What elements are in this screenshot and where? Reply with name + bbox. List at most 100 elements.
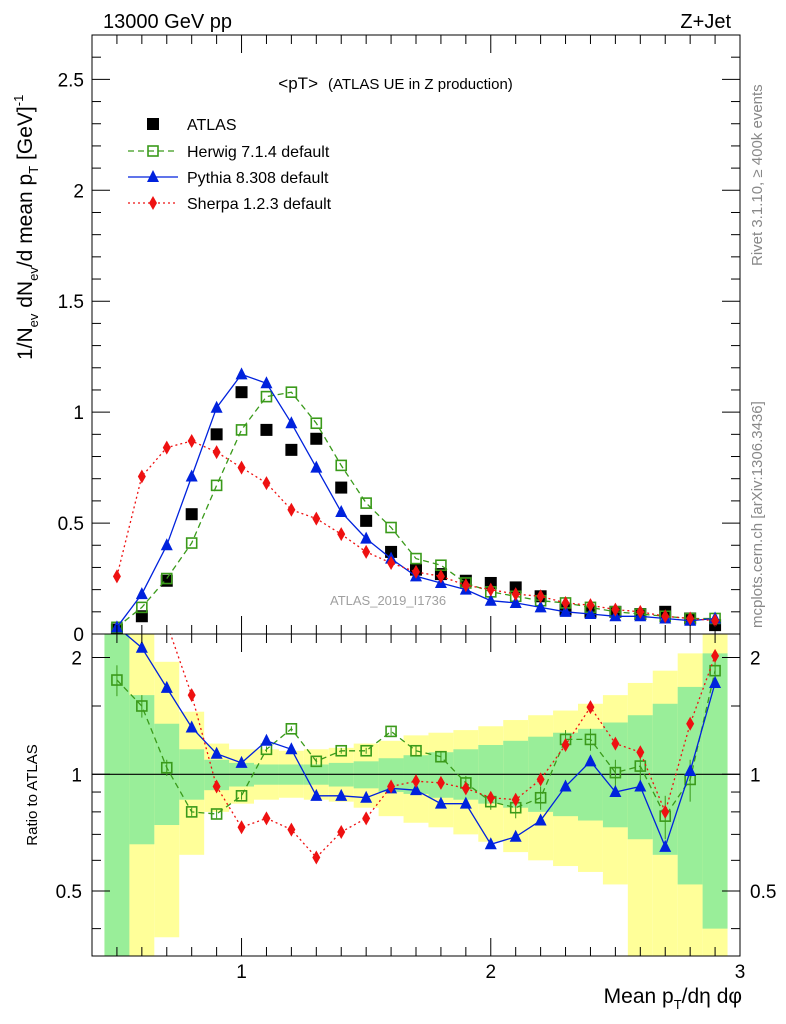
ratio-point-pythia	[335, 788, 348, 801]
energy-label: 13000 GeV pp	[103, 11, 232, 33]
ratio-point-herwig	[210, 808, 223, 820]
data-point-sherpa	[611, 602, 620, 617]
y-tick-label: 2.5	[58, 70, 84, 91]
legend-label-herwig: Herwig 7.1.4 default	[187, 144, 330, 161]
y-tick-label: 1	[73, 403, 84, 424]
y-tick-label: 1.5	[58, 292, 84, 313]
ratio-point-pythia	[684, 763, 697, 776]
ratio-point-pythia	[434, 796, 447, 809]
ratio-point-sherpa	[212, 779, 221, 794]
data-point-sherpa	[561, 595, 570, 610]
data-point-pythia	[210, 400, 223, 413]
ratio-point-herwig	[136, 700, 148, 712]
data-point-herwig	[310, 417, 323, 430]
ratio-point-pythia	[360, 790, 373, 803]
ratio-y-tick-label-right: 0.5	[750, 882, 776, 903]
watermark: ATLAS_2019_I1736	[330, 593, 446, 608]
data-point-pythia	[360, 531, 373, 544]
process-label: Z+Jet	[680, 11, 731, 33]
ratio-series-layer	[111, 634, 722, 865]
data-point-sherpa	[486, 582, 495, 597]
ratio-point-pythia	[285, 742, 298, 755]
ratio-panel: 0.5 0.5 1 1 2 2 1 2 3 Ratio to ATLAS Mean pT/dη …	[24, 633, 776, 1012]
legend-label-pythia: Pythia 8.308 default	[187, 170, 329, 187]
data-point-sherpa	[237, 460, 246, 475]
data-point-sherpa	[586, 598, 595, 613]
ratio-xlabel: Mean pT/dη dφ	[604, 985, 742, 1012]
ratio-point-sherpa	[387, 779, 396, 794]
data-point-sherpa	[436, 569, 445, 584]
y-tick-label: 0.5	[58, 514, 84, 535]
main-axes: 0 0.5 1 1.5 2 2.5	[58, 35, 740, 646]
ratio-y-tick-label: 1	[71, 765, 82, 786]
ratio-point-pythia	[235, 755, 248, 768]
data-point-atlas	[210, 428, 223, 441]
ratio-point-pythia	[559, 779, 572, 792]
ratio-point-pythia	[709, 675, 722, 688]
ratio-point-herwig	[185, 806, 198, 818]
data-point-sherpa	[412, 564, 420, 579]
data-point-atlas	[135, 610, 148, 623]
data-point-herwig	[335, 459, 348, 472]
ratio-point-pythia	[260, 733, 273, 746]
data-point-herwig	[285, 386, 298, 398]
ratio-point-sherpa	[337, 824, 346, 839]
data-point-atlas	[285, 443, 298, 456]
data-point-pythia	[135, 587, 148, 600]
ratio-point-pythia	[410, 783, 422, 796]
ratio-point-sherpa	[262, 811, 271, 826]
ratio-point-sherpa	[611, 736, 620, 751]
ratio-ylabel: Ratio to ATLAS	[24, 744, 41, 845]
data-point-sherpa	[387, 556, 396, 571]
ratio-point-sherpa	[686, 716, 695, 731]
y-tick-label: 0	[73, 625, 84, 646]
series-sherpa	[112, 433, 720, 628]
data-point-sherpa	[461, 578, 470, 593]
data-point-pythia	[335, 504, 348, 517]
ratio-point-sherpa	[711, 648, 720, 663]
data-point-sherpa	[187, 433, 196, 448]
data-point-pythia	[185, 469, 198, 482]
ratio-point-sherpa	[436, 775, 445, 790]
main-subtitle: (ATLAS UE in Z production)	[328, 76, 513, 93]
data-point-pythia	[584, 607, 597, 620]
ratio-point-pythia	[459, 796, 472, 809]
data-point-atlas	[235, 386, 248, 399]
band-green	[702, 653, 728, 929]
ratio-point-sherpa	[511, 792, 520, 807]
data-point-herwig	[235, 424, 248, 436]
ratio-point-pythia	[534, 813, 547, 826]
data-point-sherpa	[312, 511, 321, 526]
data-point-sherpa	[287, 502, 296, 517]
ratio-point-pythia	[310, 788, 323, 801]
ratio-point-sherpa	[586, 700, 595, 715]
ratio-point-pythia	[634, 779, 647, 792]
ratio-point-herwig	[235, 790, 248, 802]
ratio-point-pythia	[135, 640, 148, 653]
legend-marker-pythia	[147, 170, 159, 182]
ratio-point-pythia	[484, 837, 497, 850]
ratio-point-pythia	[509, 829, 522, 842]
main-panel: <pT> (ATLAS UE in Z production) ATLAS_20…	[11, 34, 741, 646]
ratio-point-sherpa	[461, 781, 470, 796]
ratio-axes: 0.5 0.5 1 1 2 2 1 2 3	[56, 634, 776, 983]
data-point-sherpa	[262, 476, 271, 491]
data-point-pythia	[484, 593, 497, 606]
ratio-point-sherpa	[536, 772, 545, 787]
data-point-sherpa	[636, 604, 645, 619]
ratio-line-sherpa	[169, 634, 716, 859]
ratio-point-herwig	[335, 744, 348, 757]
data-point-herwig	[360, 497, 372, 509]
data-point-herwig	[410, 552, 422, 565]
band-green	[129, 695, 155, 845]
data-point-sherpa	[711, 613, 720, 628]
ratio-point-pythia	[609, 785, 622, 798]
ratio-point-sherpa	[486, 790, 495, 805]
ratio-point-pythia	[160, 680, 173, 693]
source-label: mcplots.cern.ch [arXiv:1306.3436]	[749, 401, 766, 628]
y-tick-label: 2	[73, 181, 84, 202]
legend-label-atlas: ATLAS	[187, 117, 237, 134]
data-point-pythia	[160, 538, 173, 551]
ratio-point-sherpa	[237, 820, 246, 835]
